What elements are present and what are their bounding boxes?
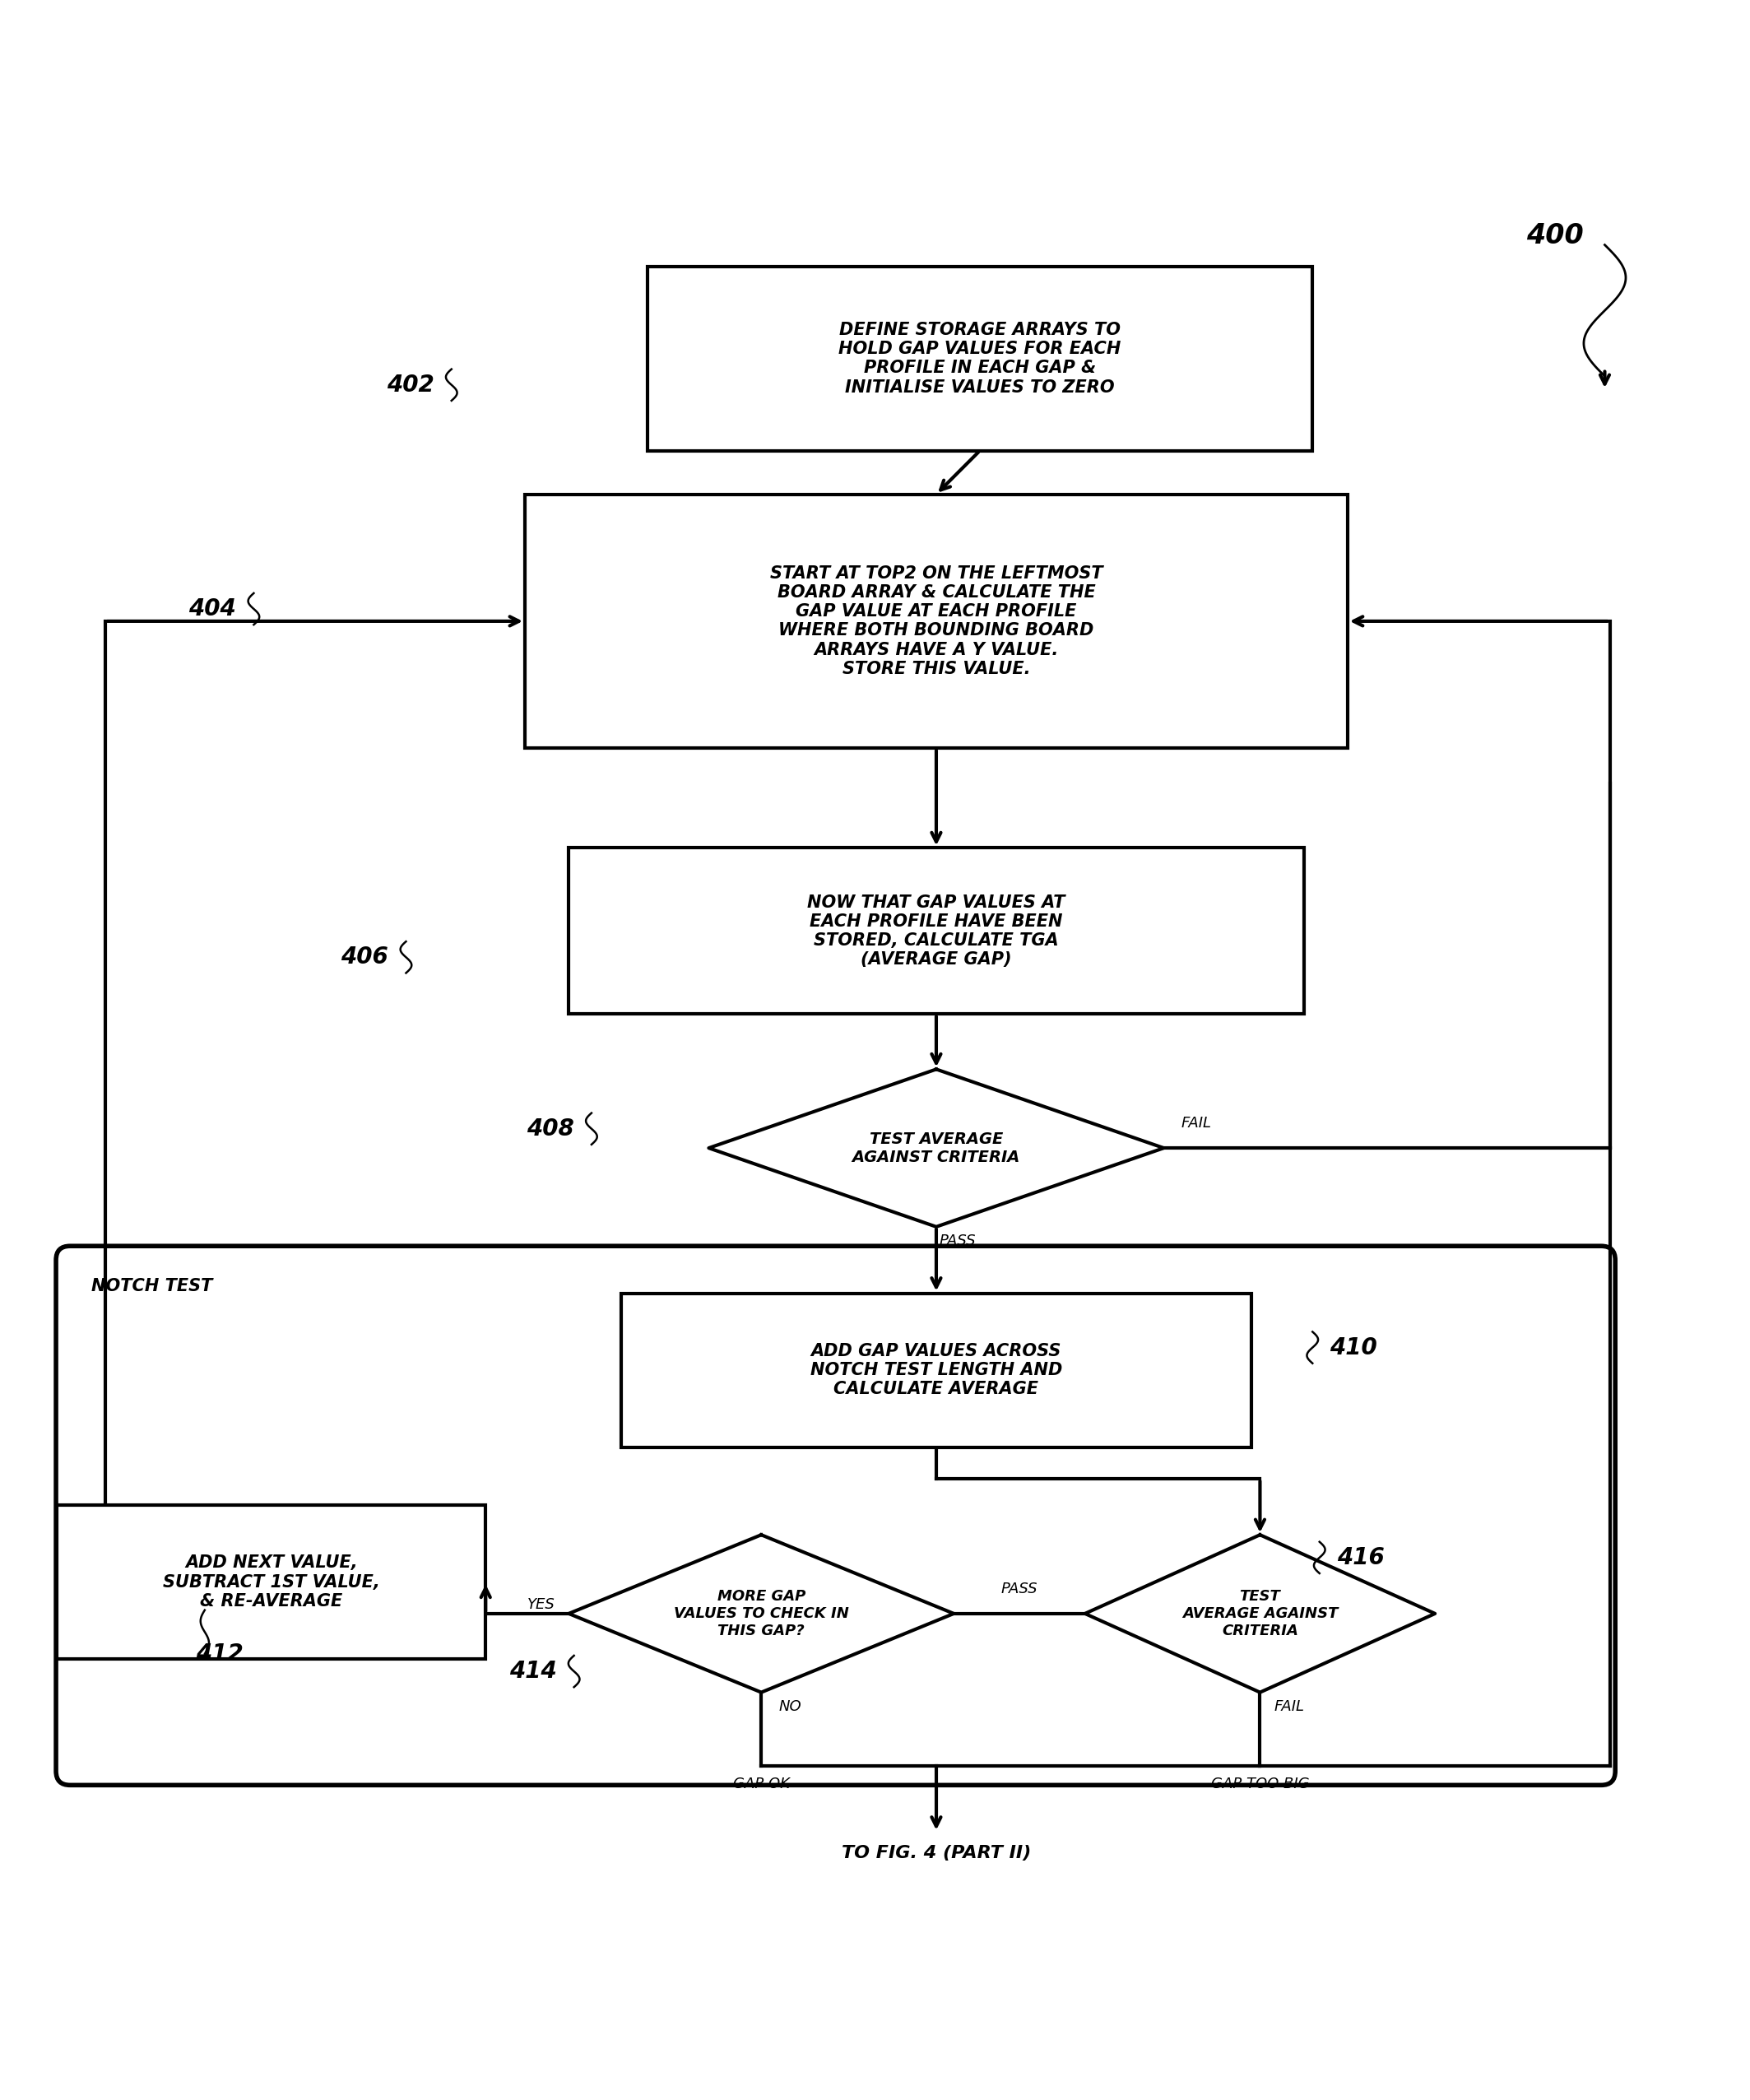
FancyBboxPatch shape (569, 848, 1304, 1014)
Text: ADD GAP VALUES ACROSS
NOTCH TEST LENGTH AND
CALCULATE AVERAGE: ADD GAP VALUES ACROSS NOTCH TEST LENGTH … (810, 1344, 1062, 1399)
Text: ADD NEXT VALUE,
SUBTRACT 1ST VALUE,
& RE-AVERAGE: ADD NEXT VALUE, SUBTRACT 1ST VALUE, & RE… (163, 1554, 380, 1609)
FancyBboxPatch shape (648, 267, 1312, 451)
Text: 410: 410 (1330, 1336, 1377, 1359)
Text: FAIL: FAIL (1181, 1115, 1211, 1130)
Text: 404: 404 (189, 596, 236, 620)
Text: 400: 400 (1526, 223, 1584, 250)
Text: NO: NO (779, 1699, 802, 1714)
Text: PASS: PASS (940, 1235, 975, 1250)
Text: 408: 408 (527, 1117, 574, 1140)
Text: START AT TOP2 ON THE LEFTMOST
BOARD ARRAY & CALCULATE THE
GAP VALUE AT EACH PROF: START AT TOP2 ON THE LEFTMOST BOARD ARRA… (770, 565, 1102, 676)
FancyBboxPatch shape (525, 493, 1348, 748)
Text: MORE GAP
VALUES TO CHECK IN
THIS GAP?: MORE GAP VALUES TO CHECK IN THIS GAP? (674, 1590, 849, 1638)
Text: 402: 402 (387, 374, 434, 397)
FancyBboxPatch shape (621, 1294, 1251, 1447)
Text: NOTCH TEST: NOTCH TEST (91, 1277, 212, 1294)
Text: GAP TOO BIG: GAP TOO BIG (1211, 1777, 1309, 1791)
Polygon shape (709, 1069, 1164, 1226)
Text: NOW THAT GAP VALUES AT
EACH PROFILE HAVE BEEN
STORED, CALCULATE TGA
(AVERAGE GAP: NOW THAT GAP VALUES AT EACH PROFILE HAVE… (807, 895, 1066, 968)
Text: GAP OK: GAP OK (733, 1777, 789, 1791)
Text: 414: 414 (509, 1659, 557, 1682)
FancyBboxPatch shape (56, 1506, 485, 1659)
Text: TO FIG. 4 (PART II): TO FIG. 4 (PART II) (842, 1844, 1031, 1861)
Text: DEFINE STORAGE ARRAYS TO
HOLD GAP VALUES FOR EACH
PROFILE IN EACH GAP &
INITIALI: DEFINE STORAGE ARRAYS TO HOLD GAP VALUES… (838, 321, 1122, 395)
Text: PASS: PASS (1001, 1581, 1038, 1596)
Polygon shape (1085, 1535, 1435, 1693)
Text: TEST
AVERAGE AGAINST
CRITERIA: TEST AVERAGE AGAINST CRITERIA (1181, 1590, 1339, 1638)
Text: FAIL: FAIL (1274, 1699, 1304, 1714)
Polygon shape (569, 1535, 954, 1693)
Text: TEST AVERAGE
AGAINST CRITERIA: TEST AVERAGE AGAINST CRITERIA (852, 1132, 1020, 1166)
Text: 406: 406 (341, 945, 388, 968)
Text: 412: 412 (196, 1642, 243, 1665)
Text: 416: 416 (1337, 1546, 1384, 1569)
Text: YES: YES (527, 1598, 555, 1613)
